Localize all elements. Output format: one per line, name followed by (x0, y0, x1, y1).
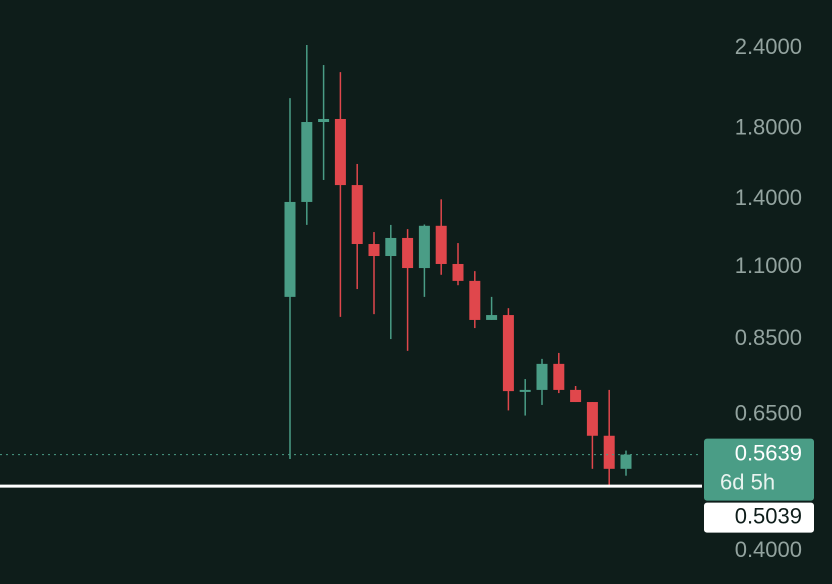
y-tick-label: 1.4000 (735, 185, 802, 210)
candle-body (586, 402, 598, 436)
y-tick-label: 2.4000 (735, 34, 802, 59)
candle-body (402, 237, 414, 269)
candle-body (553, 363, 565, 390)
candle-body (620, 454, 632, 469)
marked-price-box (704, 502, 814, 533)
last-price-label: 0.5639 (735, 440, 802, 465)
candle-body (435, 225, 447, 264)
candle-body (536, 363, 548, 390)
candle-body (570, 389, 582, 403)
marked-price-label: 0.5039 (735, 503, 802, 528)
candle-body (368, 244, 380, 257)
candle-body (334, 118, 346, 186)
last-price-box (704, 438, 814, 501)
candle-body (418, 225, 430, 269)
candle-body (318, 118, 330, 123)
candle-body (469, 280, 481, 320)
y-tick-label: 1.1000 (735, 253, 802, 278)
candle-body (603, 435, 615, 469)
countdown-label: 6d 5h (720, 469, 775, 494)
y-tick-label: 1.8000 (735, 115, 802, 140)
candle-body (519, 389, 531, 392)
candle-body (486, 315, 498, 320)
y-tick-label: 0.8500 (735, 325, 802, 350)
candle-body (452, 263, 464, 281)
candle-body (284, 201, 296, 297)
y-tick-label: 0.6500 (735, 401, 802, 426)
candle-body (351, 185, 363, 245)
candle-body (301, 122, 313, 202)
y-tick-label: 0.4000 (735, 537, 802, 562)
candle-body (502, 315, 514, 392)
candle-body (385, 237, 397, 257)
